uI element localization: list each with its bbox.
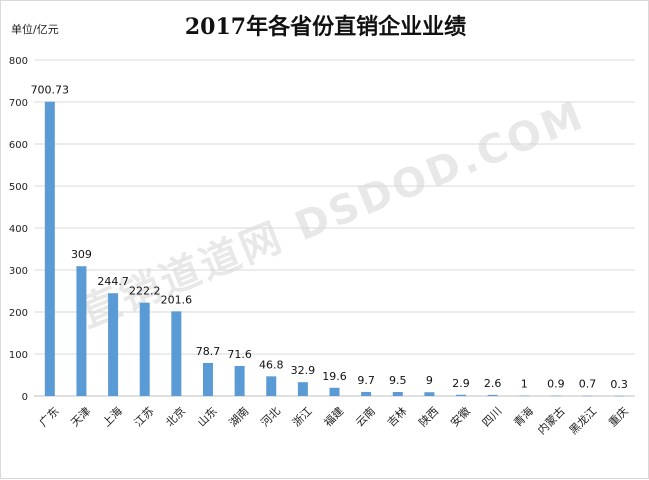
y-tick-label: 300 [9,266,28,277]
bar [202,362,213,396]
data-label: 0.7 [579,378,597,391]
data-label: 2.6 [484,377,502,390]
y-tick-label: 200 [9,308,28,319]
bar [171,311,182,396]
data-label: 71.6 [227,348,252,361]
y-tick-label: 100 [9,350,28,361]
bar [139,302,150,396]
data-label: 9.7 [357,374,375,387]
y-tick-label: 400 [9,224,28,235]
category-label: 重庆 [606,404,631,429]
y-tick-label: 0 [22,392,28,403]
category-label: 吉林 [384,404,409,429]
data-label: 201.6 [161,293,193,306]
y-tick-label: 800 [9,56,28,67]
bar [456,394,467,396]
category-label: 安徽 [447,404,472,429]
bar [329,387,340,396]
category-label: 云南 [353,405,378,430]
bar [266,376,277,396]
bar [519,395,530,397]
category-label: 青海 [511,404,536,429]
category-label: 北京 [163,404,188,429]
bar [487,394,498,396]
bar [550,395,561,397]
category-label: 内蒙古 [534,404,567,437]
bar [361,391,372,396]
data-label: 222.2 [129,285,161,298]
data-label: 78.7 [196,345,221,358]
category-label: 陕西 [416,404,441,429]
data-label: 2.9 [452,377,470,390]
data-label: 309 [71,248,92,261]
y-tick-label: 500 [9,182,28,193]
data-label: 244.7 [97,275,129,288]
data-label: 0.9 [547,378,565,391]
data-label: 32.9 [291,364,316,377]
bar [76,266,87,396]
category-label: 天津 [68,405,93,430]
data-label: 46.8 [259,358,284,371]
data-label: 0.3 [610,378,628,391]
bar [108,293,119,396]
category-label: 河北 [258,405,283,430]
data-label: 19.6 [322,370,347,383]
data-label: 1 [521,378,528,391]
data-label: 9 [426,374,433,387]
unit-label: 单位/亿元 [11,23,59,36]
category-label: 上海 [99,404,124,429]
category-label: 湖南 [227,405,252,430]
bar [614,395,625,397]
category-label: 山东 [195,405,220,430]
bar [424,392,435,396]
bar [234,365,245,396]
bar [297,382,308,396]
category-label: 福建 [321,404,346,429]
chart-title: 2017年各省份直销企业业绩 [184,14,467,40]
bar [392,392,403,396]
data-label: 700.73 [31,84,70,97]
bar [44,101,55,397]
bar [582,395,593,397]
category-label: 四川 [480,405,505,430]
category-label: 浙江 [290,405,315,430]
category-label: 江苏 [132,405,157,430]
data-label: 9.5 [389,374,407,387]
category-label: 广东 [37,405,62,430]
y-tick-label: 700 [9,98,28,109]
category-label: 黑龙江 [567,405,600,438]
y-tick-label: 600 [9,140,28,151]
